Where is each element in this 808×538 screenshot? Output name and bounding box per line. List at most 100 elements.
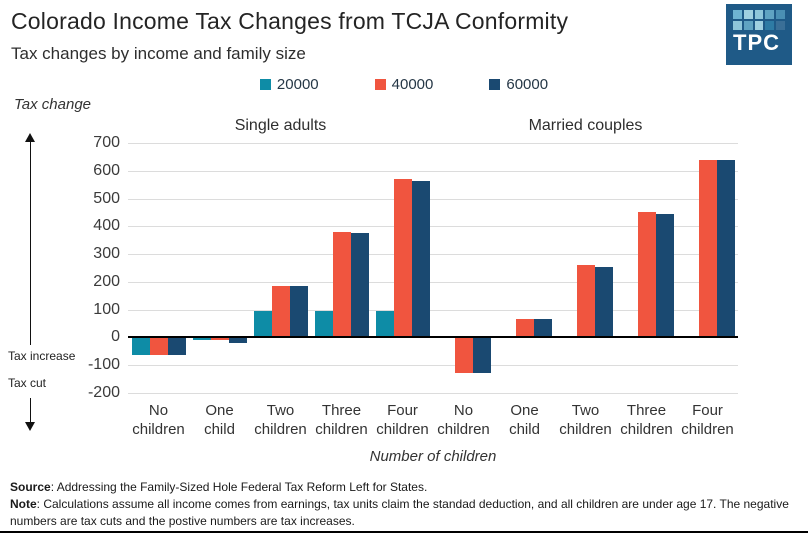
gridline bbox=[128, 254, 738, 256]
bar-40000 bbox=[454, 338, 473, 374]
y-tick-label: 700 bbox=[93, 134, 120, 151]
logo-square bbox=[733, 21, 742, 30]
footer-source: Source: Addressing the Family-Sized Hole… bbox=[10, 479, 802, 496]
logo-square bbox=[754, 21, 764, 30]
logo-square bbox=[776, 10, 785, 19]
bar-40000 bbox=[698, 159, 717, 338]
bar-40000 bbox=[393, 179, 412, 338]
gridline bbox=[128, 309, 738, 311]
logo-square bbox=[743, 10, 753, 19]
bar-20000 bbox=[314, 311, 333, 338]
bar-60000 bbox=[716, 159, 735, 338]
y-tick-label: 100 bbox=[93, 300, 120, 318]
category-slot bbox=[372, 143, 433, 393]
category-slot bbox=[189, 143, 250, 393]
bar-60000 bbox=[289, 286, 308, 338]
x-category-label: No children bbox=[132, 402, 185, 438]
x-axis-line bbox=[128, 336, 738, 339]
y-tick-label: 200 bbox=[93, 272, 120, 290]
logo-square bbox=[743, 21, 753, 30]
bar-slots bbox=[128, 143, 738, 393]
y-tick-label: 400 bbox=[93, 217, 120, 235]
x-category-label: Four children bbox=[681, 402, 734, 438]
bar-20000 bbox=[192, 338, 211, 340]
footer-note-label: Note bbox=[10, 497, 37, 511]
y-tick-label: 300 bbox=[93, 245, 120, 263]
x-category-label: Three children bbox=[620, 402, 673, 438]
y-axis-title: Tax change bbox=[14, 96, 92, 113]
y-tick-label: -200 bbox=[87, 384, 120, 401]
logo-square bbox=[765, 10, 775, 19]
bar-40000 bbox=[332, 231, 351, 338]
bar-40000 bbox=[210, 338, 229, 340]
legend-item: 20000 bbox=[259, 76, 319, 93]
y-tick-label: 500 bbox=[93, 189, 120, 207]
legend-swatch bbox=[489, 79, 501, 90]
gridline bbox=[128, 365, 738, 367]
panel-title-single: Single adults bbox=[234, 117, 327, 134]
category-slot bbox=[677, 143, 738, 393]
footer-note-text: : Calculations assume all income comes f… bbox=[10, 497, 789, 528]
bar-20000 bbox=[375, 311, 394, 338]
page-title: Colorado Income Tax Changes from TCJA Co… bbox=[11, 8, 569, 34]
gridline bbox=[128, 281, 738, 283]
bottom-rule bbox=[0, 531, 808, 533]
x-category-label: Three children bbox=[315, 402, 368, 438]
bar-40000 bbox=[271, 285, 290, 338]
x-category-label: One child bbox=[204, 402, 235, 438]
x-category-label: Two children bbox=[254, 402, 307, 438]
down-arrow-line bbox=[30, 398, 31, 423]
legend-label: 20000 bbox=[276, 76, 319, 93]
bar-20000 bbox=[253, 311, 272, 338]
logo-square bbox=[776, 21, 785, 30]
tpc-logo: TPC bbox=[726, 4, 792, 65]
gridline bbox=[128, 143, 738, 144]
bar-60000 bbox=[350, 233, 369, 338]
bar-60000 bbox=[533, 319, 552, 338]
x-category-label: One child bbox=[509, 402, 540, 438]
bar-60000 bbox=[472, 338, 491, 374]
gridline bbox=[128, 170, 738, 172]
plot-area bbox=[128, 143, 738, 394]
category-slot bbox=[433, 143, 494, 393]
legend-swatch bbox=[374, 79, 386, 90]
tax-cut-label: Tax cut bbox=[8, 376, 47, 390]
bar-40000 bbox=[149, 338, 168, 356]
category-slot bbox=[555, 143, 616, 393]
footer-source-label: Source bbox=[10, 480, 51, 494]
legend-swatch bbox=[259, 79, 271, 90]
x-axis-title: Number of children bbox=[369, 448, 497, 465]
gridline bbox=[128, 393, 738, 394]
x-category-label: Four children bbox=[376, 402, 429, 438]
bar-60000 bbox=[655, 213, 674, 338]
logo-grid bbox=[733, 10, 785, 30]
bar-60000 bbox=[228, 338, 247, 343]
legend: 20000 40000 60000 bbox=[0, 76, 808, 93]
panel-title-married: Married couples bbox=[528, 117, 643, 134]
page-subtitle: Tax changes by income and family size bbox=[11, 44, 306, 63]
category-slot bbox=[128, 143, 189, 393]
up-arrow-line bbox=[30, 141, 31, 345]
y-ticks: 700 600 500 400 300 200 100 0 -100 -200 bbox=[40, 134, 120, 401]
footer-notes: Source: Addressing the Family-Sized Hole… bbox=[10, 479, 802, 530]
bar-40000 bbox=[637, 212, 656, 338]
y-tick-label: 0 bbox=[111, 328, 120, 346]
bar-20000 bbox=[131, 338, 150, 356]
x-labels: No children One child Two children Three ch… bbox=[128, 401, 738, 439]
logo-text: TPC bbox=[733, 30, 780, 55]
down-arrow-icon bbox=[25, 422, 35, 431]
gridline bbox=[128, 226, 738, 228]
tax-increase-label: Tax increase bbox=[8, 349, 76, 363]
legend-item: 40000 bbox=[374, 76, 433, 93]
category-slot bbox=[311, 143, 372, 393]
category-slot bbox=[494, 143, 555, 393]
category-slot bbox=[250, 143, 311, 393]
up-arrow-icon bbox=[25, 133, 35, 142]
bar-40000 bbox=[576, 265, 595, 338]
footer-source-text: : Addressing the Family-Sized Hole Feder… bbox=[50, 480, 428, 494]
logo-square bbox=[733, 10, 742, 19]
category-slot bbox=[616, 143, 677, 393]
gridline bbox=[128, 198, 738, 200]
x-category-label: No children bbox=[437, 402, 490, 438]
